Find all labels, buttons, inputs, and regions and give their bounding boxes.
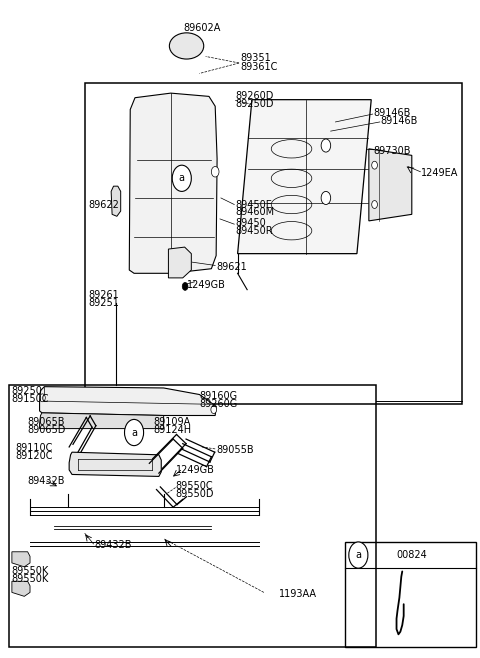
Text: 89160G: 89160G xyxy=(199,392,238,401)
Polygon shape xyxy=(168,247,192,278)
Text: a: a xyxy=(131,428,137,438)
Polygon shape xyxy=(129,93,217,273)
Text: 89550K: 89550K xyxy=(11,567,48,576)
Text: 89124H: 89124H xyxy=(153,425,191,435)
Circle shape xyxy=(321,191,331,205)
Text: 89730B: 89730B xyxy=(373,146,411,156)
Text: 89460M: 89460M xyxy=(235,207,275,217)
Text: 89146B: 89146B xyxy=(373,108,411,118)
Text: 89065B: 89065B xyxy=(28,417,65,427)
Polygon shape xyxy=(12,581,30,596)
Text: 89065D: 89065D xyxy=(28,425,66,435)
Circle shape xyxy=(39,394,45,402)
Text: 00824: 00824 xyxy=(396,550,427,560)
Text: 89621: 89621 xyxy=(216,262,247,272)
Circle shape xyxy=(172,165,192,191)
Text: 89602A: 89602A xyxy=(183,22,220,33)
Text: 89261: 89261 xyxy=(89,290,120,300)
Text: 1249GB: 1249GB xyxy=(187,280,226,290)
Bar xyxy=(345,542,476,647)
Text: 89109A: 89109A xyxy=(153,417,191,427)
Polygon shape xyxy=(111,186,120,216)
Text: 1193AA: 1193AA xyxy=(279,590,317,599)
Circle shape xyxy=(321,139,331,152)
Text: 89250D: 89250D xyxy=(235,99,274,109)
Text: 89150C: 89150C xyxy=(11,394,48,404)
Text: 1249GB: 1249GB xyxy=(176,465,215,475)
Text: 89055B: 89055B xyxy=(216,445,254,455)
Text: 89260G: 89260G xyxy=(199,399,238,409)
Text: 89550K: 89550K xyxy=(11,574,48,584)
Text: 89622: 89622 xyxy=(89,199,120,209)
Text: 89550C: 89550C xyxy=(176,481,213,492)
Text: a: a xyxy=(355,550,361,560)
Circle shape xyxy=(182,282,188,290)
Circle shape xyxy=(349,542,368,568)
Polygon shape xyxy=(369,149,412,221)
Text: 89550D: 89550D xyxy=(176,489,214,499)
Circle shape xyxy=(372,201,377,209)
Text: 89450E: 89450E xyxy=(235,199,272,209)
Polygon shape xyxy=(39,387,216,415)
Circle shape xyxy=(211,406,216,413)
Text: 89450: 89450 xyxy=(235,218,266,228)
Text: 89251: 89251 xyxy=(89,298,120,308)
Text: 89110C: 89110C xyxy=(16,443,53,453)
Text: 89120C: 89120C xyxy=(16,451,53,461)
Circle shape xyxy=(124,419,144,445)
Text: 89432B: 89432B xyxy=(95,540,132,550)
Polygon shape xyxy=(39,413,164,428)
Polygon shape xyxy=(238,99,371,253)
Text: 89432B: 89432B xyxy=(28,476,65,486)
Text: 89146B: 89146B xyxy=(381,116,418,126)
Text: 89250: 89250 xyxy=(11,386,42,396)
Ellipse shape xyxy=(169,33,204,59)
Text: 89351: 89351 xyxy=(240,53,271,63)
Polygon shape xyxy=(69,452,161,476)
Circle shape xyxy=(211,166,219,177)
Text: 89260D: 89260D xyxy=(235,91,274,101)
Bar xyxy=(9,385,376,647)
Text: 89361C: 89361C xyxy=(240,62,277,72)
Text: a: a xyxy=(179,173,185,184)
Polygon shape xyxy=(12,552,30,567)
Bar xyxy=(85,84,462,405)
Text: 89450R: 89450R xyxy=(235,226,273,236)
Circle shape xyxy=(372,161,377,169)
Text: 1249EA: 1249EA xyxy=(421,168,459,178)
